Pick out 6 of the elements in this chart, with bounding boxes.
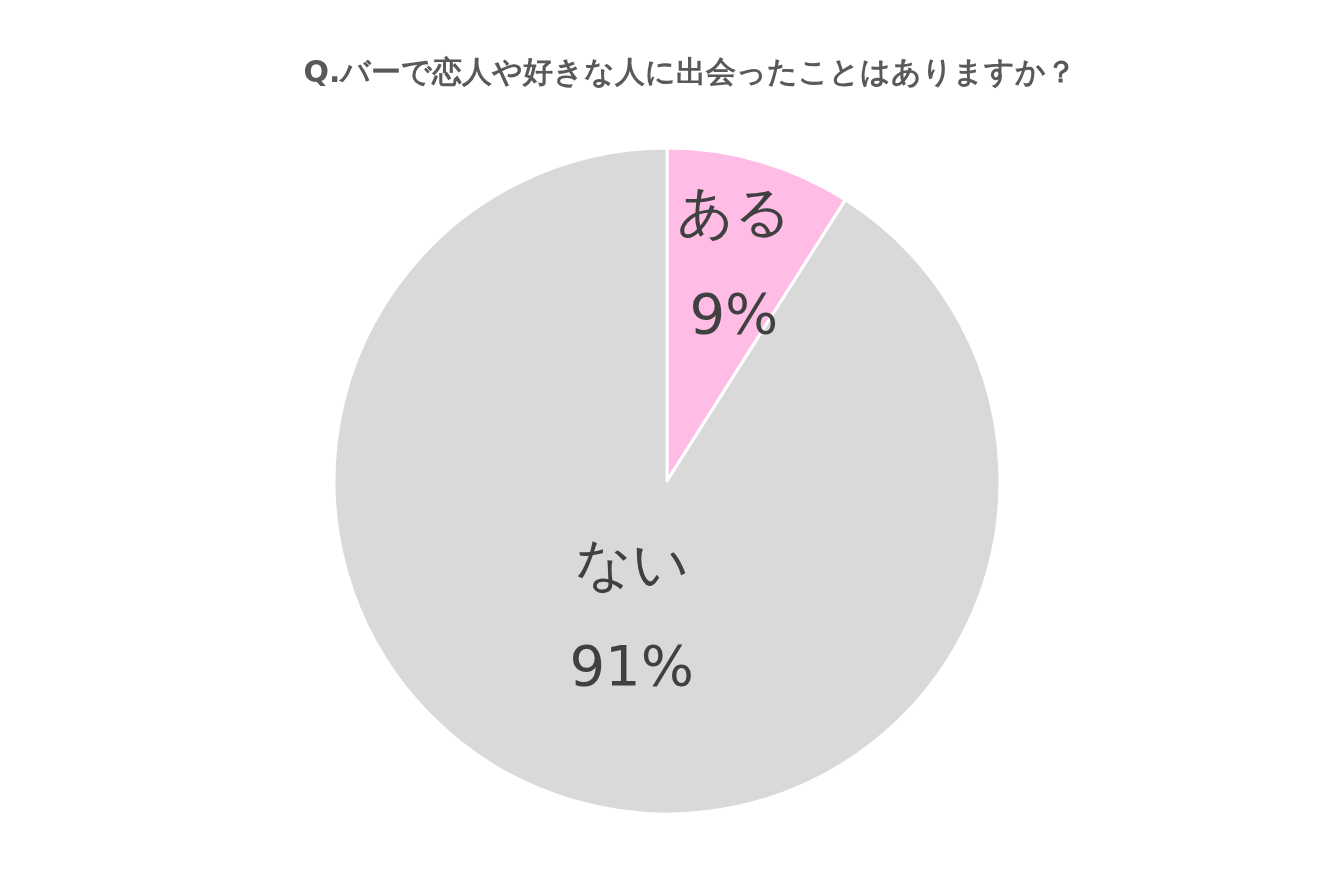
data-label: 9% [689, 280, 779, 346]
slice-label: ない [574, 530, 689, 596]
pie-slice [332, 146, 1002, 816]
chart-title: Q.バーで恋人や好きな人に出会ったことはありますか？ [303, 54, 1077, 89]
slice-label: ある [676, 178, 791, 244]
data-label: 91% [569, 632, 694, 698]
